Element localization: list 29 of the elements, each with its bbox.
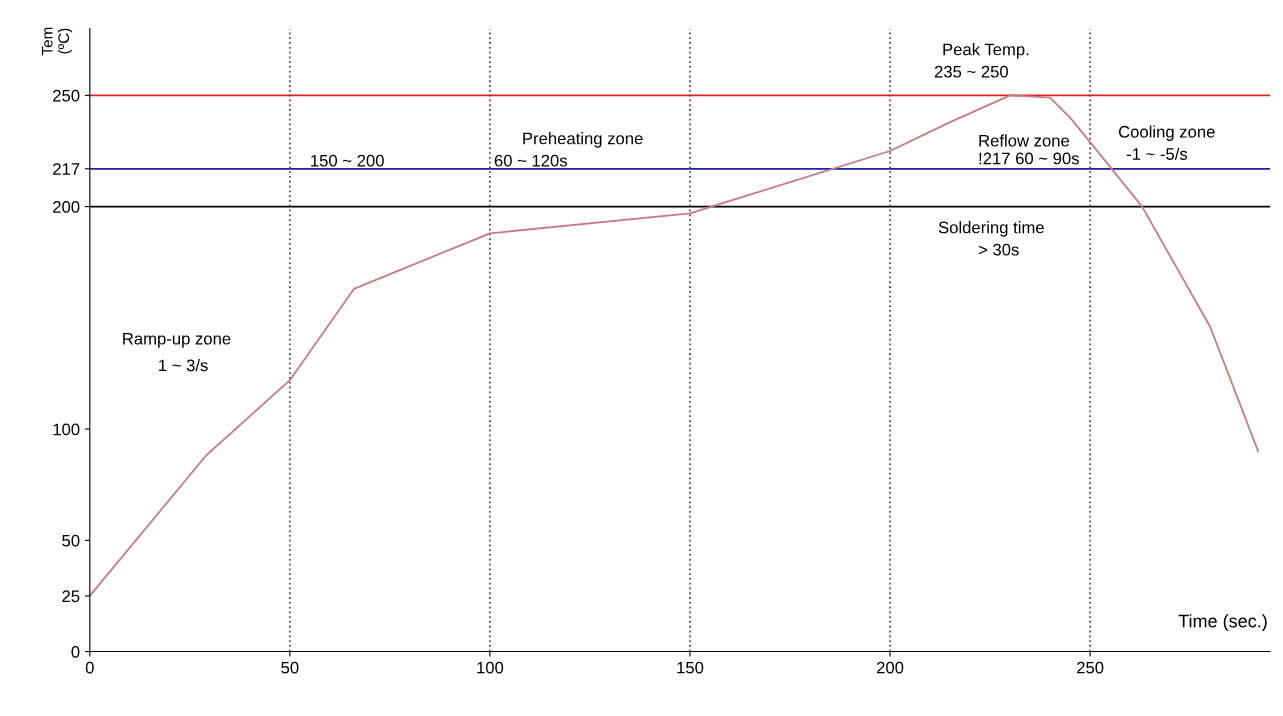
line-series <box>89 94 1260 597</box>
x-tick-label: 250 <box>1077 661 1104 674</box>
x-tick-label: 0 <box>85 661 94 674</box>
annotation: !217 60 ~ 90s <box>979 152 1079 165</box>
annotation: > 30s <box>978 243 1019 256</box>
y-tick-label: 100 <box>53 423 80 436</box>
y-tick-label: 50 <box>62 534 80 547</box>
x-tick-label: 50 <box>281 661 299 674</box>
annotation: 60 ~ 120s <box>494 154 568 167</box>
x-axis-title: Time (sec.) <box>1178 614 1267 632</box>
y-tick-label: 217 <box>53 163 80 175</box>
annotation: 235 ~ 250 <box>934 65 1009 78</box>
annotation: 150 ~ 200 <box>311 154 384 167</box>
x-tick-label: 100 <box>477 661 504 674</box>
y-tick-label: 25 <box>62 590 80 603</box>
y-tick-label: 0 <box>71 645 80 658</box>
annotation: Peak Temp. <box>943 43 1029 59</box>
annotation: Cooling zone <box>1118 125 1215 141</box>
annotation: Reflow zone <box>979 134 1070 147</box>
y-tick-label: 200 <box>53 201 80 213</box>
annotation: -1 ~ -5/s <box>1126 147 1188 160</box>
annotation: 1 ~ 3/s <box>159 359 208 372</box>
annotation: Ramp-up zone <box>123 332 231 348</box>
y-tick-label: 250 <box>53 89 80 102</box>
annotation: Soldering time <box>938 221 1044 237</box>
y-axis-title: Tem (ºC) <box>41 27 73 56</box>
annotation: Preheating zone <box>523 132 643 148</box>
x-tick-label: 200 <box>876 661 904 674</box>
x-tick-label: 150 <box>677 661 704 674</box>
